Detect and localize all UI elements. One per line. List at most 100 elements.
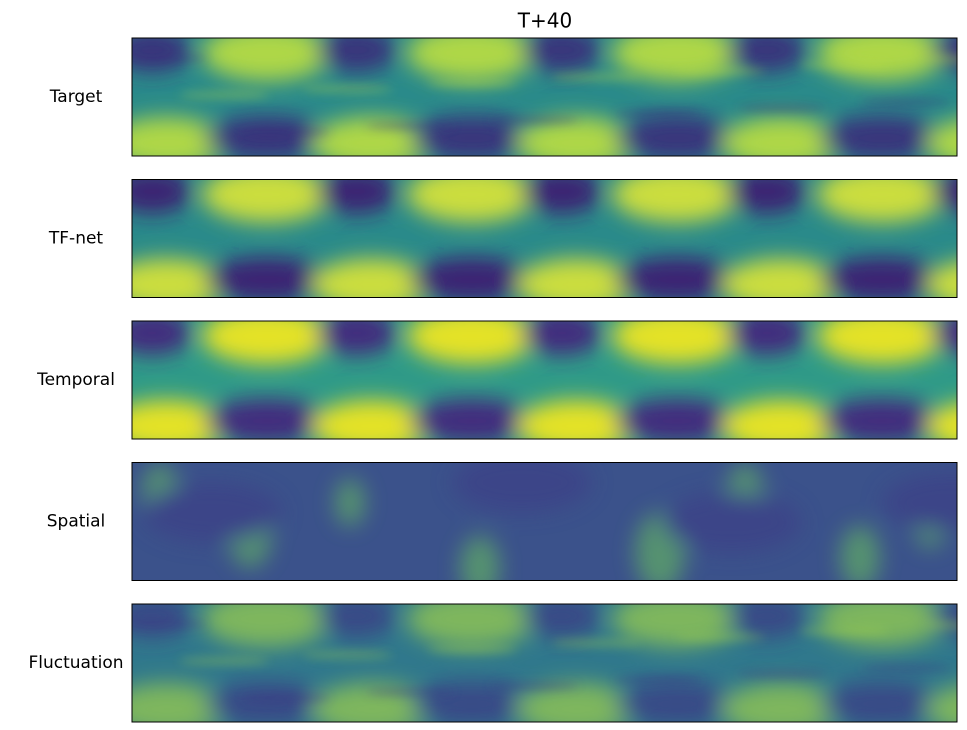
heatmap-texture (132, 54, 957, 136)
blob (722, 258, 842, 298)
blob (927, 261, 957, 298)
heatmap-blobs (132, 604, 957, 722)
blob (132, 683, 227, 722)
blob (817, 179, 947, 223)
blob (727, 604, 807, 638)
blob (882, 472, 957, 533)
streak (923, 55, 957, 63)
blob (722, 683, 842, 722)
streak (365, 688, 455, 696)
streak (489, 682, 579, 690)
blob (517, 683, 637, 722)
streak (551, 73, 641, 81)
blob (312, 400, 432, 439)
blob (615, 399, 739, 439)
blob (612, 321, 742, 364)
streak (303, 85, 393, 93)
streak (613, 110, 703, 118)
blob (460, 535, 500, 581)
blob (722, 400, 842, 439)
blob (522, 179, 602, 214)
panel-label: Fluctuation (28, 653, 123, 673)
heatmap (132, 604, 957, 722)
blob (407, 179, 537, 223)
blob (205, 116, 329, 156)
blob (927, 403, 957, 439)
blob (932, 179, 957, 212)
blob (662, 492, 802, 553)
blob (312, 258, 432, 298)
heatmap-blobs (132, 321, 957, 439)
heatmap-blobs (142, 462, 957, 581)
streak (675, 633, 765, 641)
streak (427, 79, 517, 87)
blob (820, 116, 944, 156)
blob (927, 686, 957, 722)
blob (522, 38, 602, 72)
heatmap (132, 321, 957, 439)
blob (202, 38, 332, 81)
blob (517, 400, 637, 439)
heatmap-texture (132, 620, 957, 702)
blob (820, 399, 944, 439)
blob (132, 258, 227, 298)
blob (410, 257, 534, 298)
blob (522, 321, 602, 355)
streak (132, 54, 207, 62)
figure-title: T+40 (517, 9, 572, 33)
blob (142, 482, 282, 543)
panel-label: Target (49, 87, 103, 107)
blob (927, 120, 957, 156)
streak (241, 694, 331, 702)
blob (615, 116, 739, 156)
streak (179, 91, 269, 99)
streak (132, 620, 207, 628)
blob (205, 399, 329, 439)
blob (410, 399, 534, 439)
streak (923, 621, 957, 629)
streak (303, 651, 393, 659)
blob (317, 38, 397, 72)
streak (861, 98, 951, 106)
blob (817, 604, 947, 647)
panel-frame (131, 320, 958, 440)
blob (132, 38, 192, 72)
blob (820, 682, 944, 722)
blob (132, 604, 192, 638)
panel-frame (131, 603, 958, 723)
blob (517, 117, 637, 156)
blob (132, 400, 227, 439)
streak (613, 676, 703, 684)
blob (317, 321, 397, 355)
streak (551, 639, 641, 647)
panel-frame (131, 462, 958, 581)
blob (407, 321, 537, 364)
blob (722, 117, 842, 156)
blob (205, 682, 329, 722)
streak (799, 61, 889, 69)
blob (335, 478, 365, 527)
blob (317, 179, 397, 214)
heatmap (132, 179, 957, 298)
blob (612, 179, 742, 223)
streak (799, 627, 889, 635)
blob (522, 604, 602, 638)
blob (615, 682, 739, 722)
blob (317, 604, 397, 638)
blob (202, 604, 332, 647)
blob (727, 321, 807, 355)
blob (615, 257, 739, 298)
blob (202, 179, 332, 223)
blob (132, 117, 227, 156)
panel-label: Temporal (36, 370, 115, 390)
heatmap-blobs (132, 179, 957, 298)
streak (489, 116, 579, 124)
blob (932, 321, 957, 354)
blob (452, 462, 592, 513)
streak (675, 67, 765, 75)
streak (737, 670, 827, 678)
heatmap (132, 462, 957, 581)
blob (407, 38, 537, 81)
blob (132, 321, 192, 355)
